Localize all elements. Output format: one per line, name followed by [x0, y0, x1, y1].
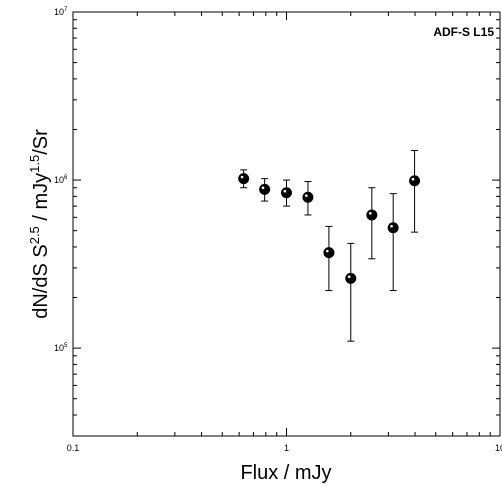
data-point: [409, 175, 421, 187]
data-point-group: [323, 225, 335, 292]
data-point-group: [409, 149, 421, 233]
x-tick-label: 10: [495, 443, 502, 453]
x-tick-label: 1: [284, 443, 289, 453]
data-point: [323, 247, 335, 259]
data-points: [238, 149, 421, 342]
data-point-highlight: [305, 194, 308, 197]
data-point-group: [387, 193, 399, 292]
plot-frame: [72, 11, 501, 437]
data-point: [281, 187, 292, 199]
y-tick-label: 107: [54, 7, 68, 17]
data-point-highlight: [326, 249, 329, 253]
x-tick-label: 0.1: [67, 443, 80, 453]
ticks: 0.1 1 10 105 106 107: [54, 7, 502, 453]
y-axis-label-sup1: 2.5: [27, 226, 42, 244]
y-axis-label-sup2: 1.5: [27, 155, 42, 173]
data-point: [302, 191, 314, 203]
data-point: [345, 272, 357, 284]
y-axis-label-part3: /Sr: [30, 129, 52, 155]
data-point-group: [345, 242, 357, 342]
data-point: [387, 222, 399, 234]
data-point-highlight: [347, 275, 351, 279]
data-point-group: [281, 179, 292, 207]
y-axis-label: dN/dS S2.5 / mJy1.5/Sr: [27, 129, 52, 319]
y-tick-label: 105: [54, 343, 68, 353]
x-axis-label: Flux / mJy: [240, 462, 331, 484]
chart-annotation: ADF-S L15: [433, 25, 494, 39]
data-point-group: [238, 169, 250, 189]
data-point-highlight: [261, 186, 265, 190]
data-point: [366, 209, 378, 221]
data-point-group: [366, 187, 378, 260]
data-point-group: [302, 181, 314, 216]
data-point: [259, 183, 271, 195]
data-point-highlight: [411, 177, 415, 181]
data-point-group: [259, 178, 271, 202]
y-axis-label-part2: / mJy: [30, 173, 52, 226]
data-point-highlight: [368, 212, 372, 215]
data-point-highlight: [390, 224, 393, 228]
data-point-highlight: [283, 189, 287, 193]
data-point: [238, 173, 250, 185]
data-point-highlight: [240, 175, 244, 179]
y-tick-label: 106: [54, 175, 68, 185]
y-axis-label-part1: dN/dS S: [30, 244, 52, 318]
